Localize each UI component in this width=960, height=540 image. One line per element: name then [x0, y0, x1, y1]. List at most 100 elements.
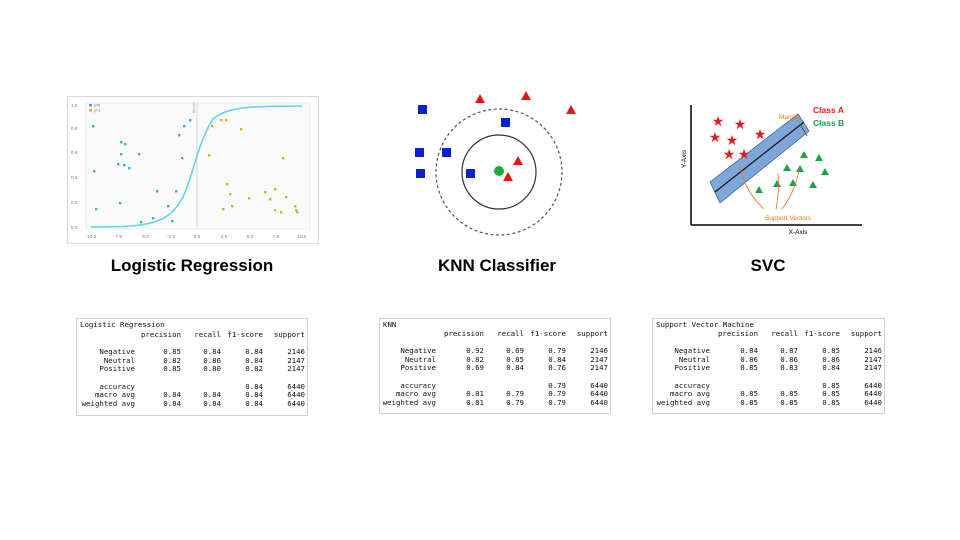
cell: 0.81 — [466, 397, 484, 407]
classification-report-knn: KNN precision recall f1-score support Ne… — [379, 318, 611, 414]
cell: 0.76 — [548, 363, 566, 373]
cell: 2146 — [864, 346, 882, 356]
cell: 2146 — [287, 347, 305, 357]
panel-title-svc: SVC — [750, 256, 786, 275]
point — [124, 143, 127, 146]
point — [240, 128, 243, 131]
report-row-accuracy: accuracy 0.84 6440 — [79, 381, 305, 392]
point — [140, 221, 143, 224]
cell: 0.85 — [822, 389, 840, 399]
cell: 0.79 — [506, 397, 524, 407]
y-tick: 0.6 — [71, 150, 78, 155]
cell: 0.85 — [822, 346, 840, 356]
cell: 0.69 — [506, 346, 524, 356]
triangle-point — [809, 181, 817, 188]
svc-diagram: Y-Axis X-Axis Margin Class A Class B ★ ★… — [676, 97, 866, 240]
row-label: macro avg — [395, 389, 436, 399]
knn-svg — [415, 91, 576, 236]
report-row: Positive 0.69 0.84 0.76 2147 — [382, 364, 608, 373]
cell: 0.81 — [466, 389, 484, 399]
cell: 0.85 — [740, 363, 758, 373]
star-point: ★ — [734, 116, 747, 132]
star-point: ★ — [712, 113, 725, 129]
cell: 0.79 — [548, 380, 566, 390]
point — [282, 157, 285, 160]
cell: 2147 — [864, 354, 882, 364]
row-label: Positive — [400, 363, 436, 373]
cell: 2147 — [590, 363, 608, 373]
cell: 0.84 — [506, 363, 524, 373]
triangle-point — [503, 172, 513, 181]
cell: 0.84 — [163, 390, 181, 400]
cell: 6440 — [864, 397, 882, 407]
header-cell: support — [576, 329, 608, 338]
triangle-point — [773, 180, 781, 187]
row-label: weighted avg — [382, 397, 436, 407]
row-label: macro avg — [94, 390, 135, 400]
header-cell: recall — [497, 329, 524, 338]
row-label: Neutral — [103, 355, 135, 365]
report-header-row: precision recall f1-score support — [655, 329, 882, 339]
cell: 2147 — [864, 363, 882, 373]
cell: 6440 — [590, 389, 608, 399]
square-point — [466, 169, 475, 178]
margin-width-marker — [799, 123, 808, 137]
report-row-macro: macro avg 0.84 0.84 0.84 6440 — [79, 391, 305, 400]
triangle-point — [800, 151, 808, 158]
y-tick: 1.0 — [71, 103, 78, 108]
arrow — [775, 172, 779, 210]
y-tick: 0.0 — [71, 225, 78, 230]
triangle-point — [815, 154, 823, 161]
cell: 6440 — [287, 398, 305, 408]
y-axis-label: Y-Axis — [681, 149, 688, 168]
cell: 0.82 — [163, 355, 181, 365]
star-point: ★ — [723, 146, 736, 162]
point — [138, 153, 141, 156]
class-square-points — [415, 105, 510, 178]
cell: 0.82 — [466, 354, 484, 364]
cell: 0.92 — [466, 346, 484, 356]
point — [123, 164, 126, 167]
cell: 0.84 — [203, 347, 221, 357]
report-row-weighted: weighted avg 0.84 0.84 0.84 6440 — [79, 398, 305, 409]
report-table: precision recall f1-score support Negati… — [382, 329, 608, 407]
y-tick-labels: 0.0 0.2 0.4 0.6 0.8 1.0 — [71, 103, 78, 230]
point — [225, 119, 228, 122]
legend-swatch-class0 — [89, 104, 92, 107]
header-cell: support — [850, 329, 882, 338]
row-label: Positive — [99, 364, 135, 374]
row-label: Neutral — [678, 354, 710, 364]
row-label: accuracy — [99, 381, 135, 391]
cell: 0.84 — [548, 354, 566, 364]
square-point — [418, 105, 427, 114]
cell: 0.85 — [740, 389, 758, 399]
cell: 0.84 — [245, 347, 263, 357]
report-row: Positive 0.85 0.83 0.84 2147 — [655, 364, 882, 373]
class-a-label: Class A — [813, 105, 844, 115]
point — [231, 205, 234, 208]
square-point — [442, 148, 451, 157]
cell: 6440 — [287, 381, 305, 391]
y-tick: 0.8 — [71, 126, 78, 131]
header-cell: f1-score — [804, 329, 840, 338]
point — [229, 193, 232, 196]
logistic-regression-plot: 0.0 0.2 0.4 0.6 0.8 1.0 -10.0 -7.5 -5.0 … — [67, 96, 319, 244]
cell: 0.83 — [780, 363, 798, 373]
x-tick: 7.5 — [273, 234, 280, 239]
triangle-point — [521, 91, 531, 100]
point — [93, 170, 96, 173]
header-cell: precision — [140, 330, 181, 339]
y-tick: 0.2 — [71, 200, 78, 205]
point — [211, 125, 214, 128]
star-point: ★ — [738, 146, 751, 162]
cell: 0.85 — [163, 364, 181, 374]
report-row: Negative 0.92 0.69 0.79 2146 — [382, 347, 608, 356]
cell: 0.85 — [780, 397, 798, 407]
cell: 0.79 — [548, 397, 566, 407]
point — [120, 141, 123, 144]
point — [248, 197, 251, 200]
report-header-row: precision recall f1-score support — [382, 329, 608, 339]
cell: 0.82 — [245, 364, 263, 374]
cell: 0.69 — [466, 363, 484, 373]
triangle-point — [755, 186, 763, 193]
